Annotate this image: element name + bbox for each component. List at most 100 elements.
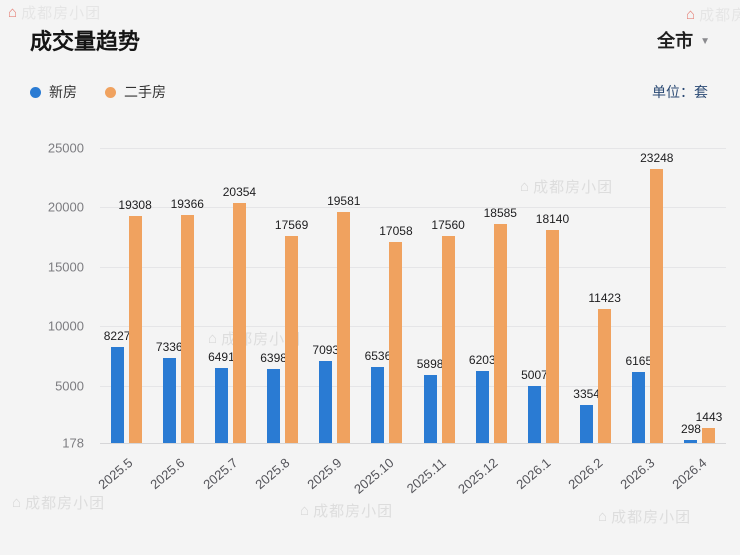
legend: 新房 二手房 [30,82,166,102]
bar-value-label: 5007 [521,367,548,382]
bar-group: 5007 18140 [517,148,569,443]
bar-groups: 8227 19308 7336 19366 6491 20354 6398 17569 7093… [100,148,726,443]
x-axis: 2025.5 2025.6 2025.7 2025.8 2025.9 2025.10 202… [96,451,726,541]
legend-dot [105,86,116,98]
page-title: 成交量趋势 [30,29,141,54]
x-axis-tick-label: 2025.9 [304,455,345,493]
bar-group: 3354 11423 [570,148,622,443]
y-axis-tick-label: 25000 [47,140,84,156]
bar-second-hand: 17560 [431,218,465,443]
bar-value-label: 17058 [379,224,413,239]
bar-second-hand: 18140 [536,212,569,443]
bar-second-hand: 17058 [379,224,413,443]
bar-value-label: 18585 [483,206,517,221]
plot-area: 8227 19308 7336 19366 6491 20354 6398 17569 7093… [100,148,726,444]
bar-value-label: 23248 [640,150,674,165]
bar-new-home: 6165 [625,354,652,443]
x-axis-tick-label: 2026.1 [512,455,554,493]
bar-value-label: 19366 [170,196,204,211]
x-axis-tick-label: 2025.11 [403,455,449,497]
subheader: 新房 二手房 单位：套 [0,56,740,102]
region-selector-label: 全市 [657,31,694,51]
gridline [100,266,726,268]
bar-group: 6536 17058 [361,148,413,443]
bar-value-label: 3354 [573,387,600,402]
legend-item-label: 新房 [49,84,77,100]
bar-second-hand: 19366 [171,197,204,443]
bar-new-home: 6398 [260,351,287,443]
bar-second-hand: 23248 [640,151,673,443]
bar-value-label: 6536 [364,349,392,364]
x-axis-tick-label: 2025.12 [455,455,501,497]
bar-new-home: 7093 [312,343,339,443]
bar-new-home: 5898 [417,357,443,443]
bar-value-label: 17560 [431,218,465,233]
bar-group: 5898 17560 [413,148,465,443]
bar-value-label: 6203 [468,353,496,368]
legend-item-second-hand[interactable]: 二手房 [105,82,166,102]
bar-new-home: 6203 [469,353,496,443]
bar-group: 6398 17569 [257,148,309,443]
bar-second-hand: 1443 [696,410,722,443]
bar-second-hand: 20354 [223,185,256,443]
bar-new-home: 5007 [521,368,548,443]
bar-group: 6203 18585 [465,148,517,443]
bar-value-label: 18140 [535,211,570,226]
legend-dot [30,86,41,98]
bar-group: 7336 19366 [152,148,204,443]
y-axis-tick-label: 20000 [47,199,84,215]
unit-label: 单位：套 [652,84,708,100]
x-axis-tick-label: 2026.3 [617,455,658,493]
x-axis-tick-label: 2025.8 [252,455,293,493]
x-axis-tick-label: 2025.5 [95,455,136,493]
bar-group: 298 1443 [674,148,726,443]
bar-value-label: 6398 [260,351,287,366]
bar-value-label: 17569 [274,218,309,233]
gridline [100,148,726,149]
y-axis-tick-label: 178 [62,435,84,451]
bar-second-hand: 11423 [588,291,621,443]
bar-second-hand: 19581 [327,194,360,443]
legend-item-label: 二手房 [124,84,166,100]
x-axis-tick-label: 2025.7 [199,455,241,493]
bar-new-home: 298 [681,422,701,443]
bar-new-home: 3354 [573,387,600,443]
bar-value-label: 6165 [625,353,653,368]
bar-new-home: 6491 [208,350,235,443]
region-selector[interactable]: 全市 ▼ [657,27,710,53]
bar-group: 7093 19581 [309,148,361,443]
bar-value-label: 298 [680,422,701,436]
bar-second-hand: 19308 [118,198,152,443]
x-axis-tick-label: 2026.4 [669,455,710,493]
bar-second-hand: 17569 [275,218,308,443]
x-axis-tick-label: 2025.10 [350,455,397,497]
bar-new-home: 8227 [104,329,130,443]
bar-value-label: 11423 [588,291,621,306]
chevron-down-icon: ▼ [700,35,710,47]
bar-value-label: 20354 [222,185,257,200]
bar-value-label: 7336 [155,339,183,354]
bar-value-label: 1443 [695,409,723,424]
gridline [100,326,726,328]
bar-value-label: 19581 [327,194,361,209]
bar-value-label: 8227 [103,329,131,344]
x-axis-tick-label: 2025.6 [147,455,188,493]
bar-second-hand: 18585 [484,206,517,443]
bar-new-home: 6536 [365,349,391,443]
bar-value-label: 6491 [208,349,235,364]
bar-group: 6165 23248 [622,148,674,443]
y-axis-tick-label: 15000 [47,259,84,275]
bar-group: 6491 20354 [204,148,256,443]
x-axis-tick-label: 2026.2 [565,455,606,493]
bar-value-label: 7093 [312,342,340,357]
legend-item-new-home[interactable]: 新房 [30,82,77,102]
gridline [100,385,726,387]
bar-new-home: 7336 [156,340,183,443]
bar-group: 8227 19308 [100,148,152,443]
y-axis-tick-label: 5000 [55,378,84,394]
header: 成交量趋势 全市 ▼ [0,0,740,56]
bar-value-label: 19308 [118,197,152,212]
bar-chart: 178 5000 10000 15000 20000 25000 8227 19308 733… [0,136,740,555]
y-axis-tick-label: 10000 [47,318,84,334]
